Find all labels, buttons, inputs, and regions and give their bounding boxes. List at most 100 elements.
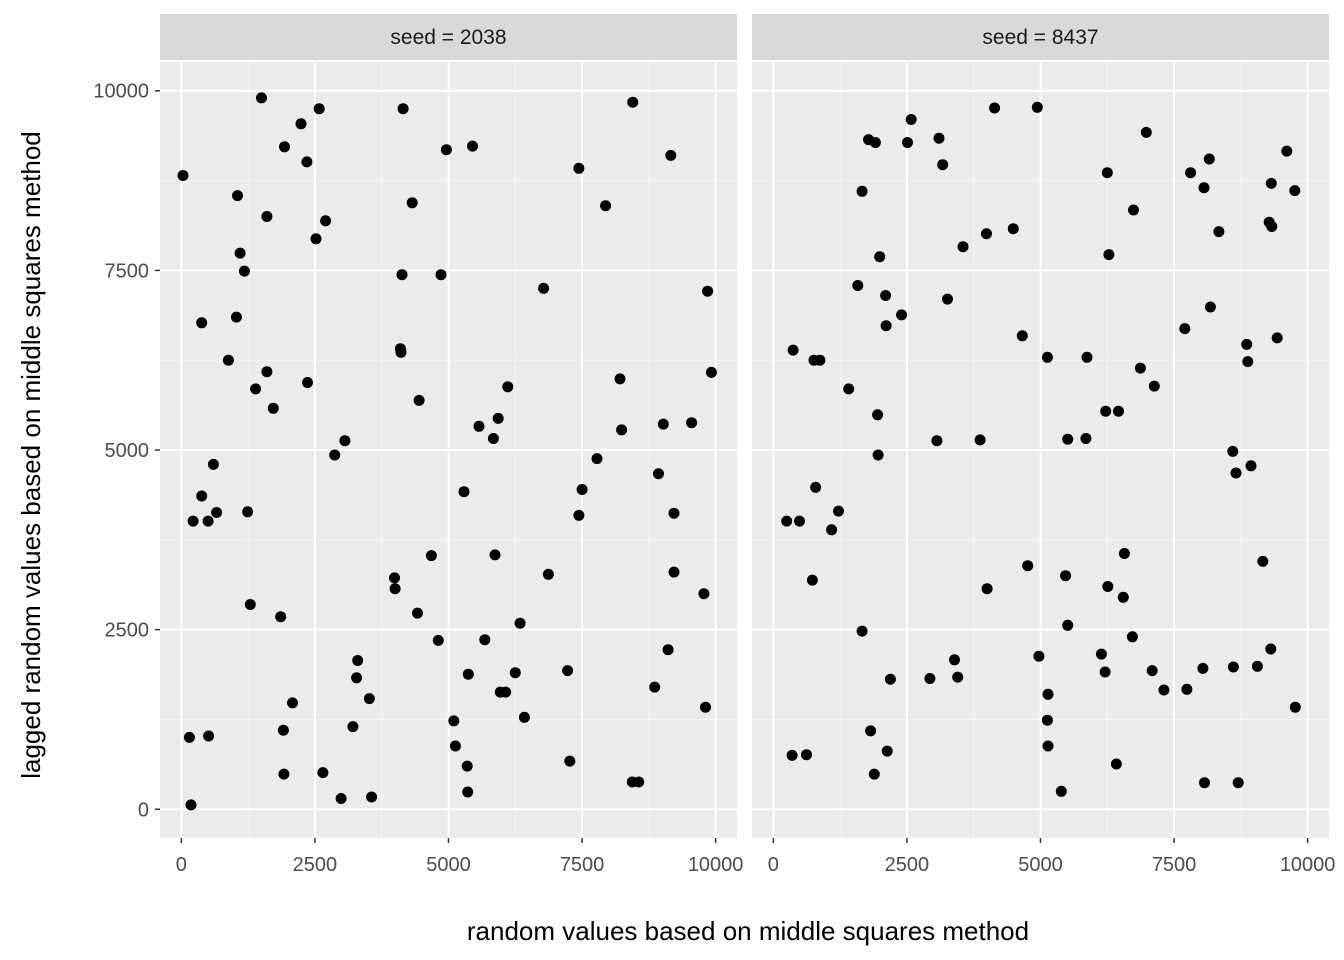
data-point [412,607,423,619]
x-tick-label: 7500 [560,854,605,876]
data-point [256,92,267,104]
data-point [1241,338,1253,350]
data-point [869,137,881,148]
data-point [905,114,917,125]
data-point [1148,380,1160,392]
data-point [974,434,986,446]
data-point [509,667,521,679]
data-point [852,280,864,291]
data-point [781,515,793,527]
data-point [1102,581,1114,592]
data-point [542,568,554,580]
data-point [814,354,826,366]
data-point [806,574,818,586]
data-point [1016,330,1028,342]
facet-panel-1: seed = 2038 [160,14,737,838]
y-axis-title: lagged random values based on middle squ… [16,131,46,779]
data-point [1197,662,1209,674]
data-point [279,141,290,153]
data-point [665,149,677,161]
data-point [1117,591,1129,603]
data-point [801,749,812,761]
data-point [202,515,214,527]
data-point [653,468,664,480]
data-point [287,697,298,709]
data-point [686,417,698,429]
y-tick-label: 0 [138,799,149,821]
data-point [275,611,287,623]
data-point [502,381,514,393]
data-point [389,583,401,595]
data-point [868,768,880,780]
data-point [440,144,452,156]
data-point [261,211,273,222]
data-point [1230,467,1242,479]
data-point [627,96,639,108]
data-point [389,572,400,584]
data-point [492,412,504,424]
data-point [952,671,964,683]
data-point [1033,650,1045,662]
data-point [242,506,254,518]
data-point [880,290,892,301]
data-point [295,118,307,130]
data-point [1227,445,1239,457]
data-point [881,745,893,757]
data-point [196,317,208,329]
data-point [1134,362,1146,374]
data-point [614,373,626,385]
data-point [1118,548,1130,559]
data-point [313,103,325,115]
data-point [278,768,290,780]
data-point [1265,177,1277,189]
data-point [363,693,375,705]
data-point [518,711,530,723]
data-point [317,767,329,779]
x-tick-label: 2500 [885,854,930,876]
data-point [301,156,313,168]
data-point [1213,226,1225,238]
data-point [942,293,953,305]
data-point [467,140,478,152]
data-point [1126,631,1138,643]
data-point [702,285,714,297]
data-point [949,654,960,666]
data-point [573,509,585,521]
data-point [1204,301,1216,313]
data-point [461,760,473,772]
data-point [1146,665,1158,677]
data-point [449,740,461,752]
data-point [406,197,418,209]
data-point [395,346,407,358]
x-tick-label: 10000 [1280,854,1336,876]
data-point [435,269,447,281]
data-point [207,458,219,470]
data-point [222,354,234,366]
data-point [1110,758,1122,770]
y-tick-label: 7500 [105,260,150,282]
data-point [826,524,838,536]
data-point [1203,153,1215,165]
data-point [833,505,844,517]
facet-strip [160,14,737,60]
data-point [238,265,250,277]
data-point [1042,740,1054,752]
data-point [1265,643,1277,655]
y-tick-label: 5000 [105,440,150,462]
data-point [1289,185,1301,197]
x-axis-title: random values based on middle squares me… [467,916,1029,946]
data-point [277,724,289,736]
data-point [1060,570,1072,582]
data-point [698,588,710,600]
data-point [1289,701,1301,713]
x-tick-label: 2500 [293,854,338,876]
data-point [489,549,501,561]
data-point [234,247,246,259]
data-point [810,481,822,493]
data-point [700,701,711,713]
y-tick-label: 10000 [93,81,149,103]
facet-strip [752,14,1329,60]
data-point [1266,221,1278,232]
data-point [880,320,892,332]
